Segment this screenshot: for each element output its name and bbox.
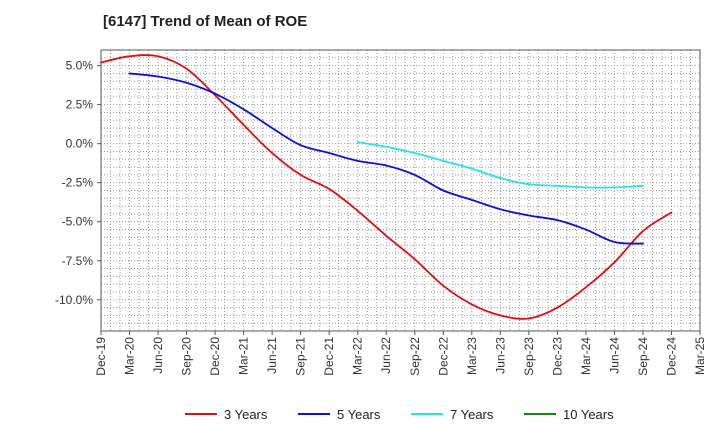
y-tick-label: 2.5%	[66, 98, 94, 112]
y-tick-label: -10.0%	[55, 293, 93, 307]
series-lines	[100, 54, 673, 320]
x-tick-label: Dec-24	[664, 337, 678, 376]
x-tick-label: Sep-22	[408, 337, 422, 376]
x-tick-label: Mar-20	[123, 337, 137, 375]
legend-label-5-years: 5 Years	[337, 407, 381, 422]
x-tick-label: Mar-23	[465, 337, 479, 375]
plot-frame	[100, 49, 701, 332]
y-tick-label: -7.5%	[62, 254, 94, 268]
x-tick-label: Mar-21	[237, 337, 251, 375]
x-tick-label: Mar-25	[693, 337, 707, 375]
x-tick-label: Sep-21	[294, 337, 308, 376]
x-tick-label: Mar-22	[351, 337, 365, 375]
legend: 3 Years 5 Years 7 Years 10 Years	[185, 407, 614, 422]
series-line-7-years	[356, 141, 644, 189]
x-tick-label: Dec-21	[322, 337, 336, 376]
legend-label-3-years: 3 Years	[224, 407, 268, 422]
x-tick-label: Dec-19	[94, 337, 108, 376]
x-tick-label: Jun-22	[379, 337, 393, 374]
x-tick-label: Jun-20	[151, 337, 165, 374]
y-tick-label: -2.5%	[62, 176, 94, 190]
x-tick-label: Jun-23	[493, 337, 507, 374]
series-line-5-years	[128, 72, 644, 245]
x-tick-label: Sep-24	[636, 337, 650, 376]
x-tick-label: Sep-23	[522, 337, 536, 376]
x-tick-label: Dec-22	[436, 337, 450, 376]
x-tick-label: Mar-24	[579, 337, 593, 375]
series-line-3-years	[100, 54, 673, 320]
y-tick-label: 5.0%	[66, 59, 94, 73]
legend-label-10-years: 10 Years	[563, 407, 614, 422]
x-tick-label: Dec-23	[550, 337, 564, 376]
chart-title: [6147] Trend of Mean of ROE	[103, 13, 308, 30]
x-tick-label: Jun-21	[265, 337, 279, 374]
x-tick-label: Sep-20	[180, 337, 194, 376]
y-tick-label: -5.0%	[62, 215, 94, 229]
y-tick-label: 0.0%	[66, 137, 94, 151]
legend-label-7-years: 7 Years	[450, 407, 494, 422]
x-tick-label: Dec-20	[208, 337, 222, 376]
x-tick-label: Jun-24	[607, 337, 621, 374]
axes: 5.0% 2.5% 0.0% -2.5% -5.0% -7.5% -10.0% Dec-19 M…	[55, 49, 707, 376]
grid-lines	[101, 50, 700, 331]
